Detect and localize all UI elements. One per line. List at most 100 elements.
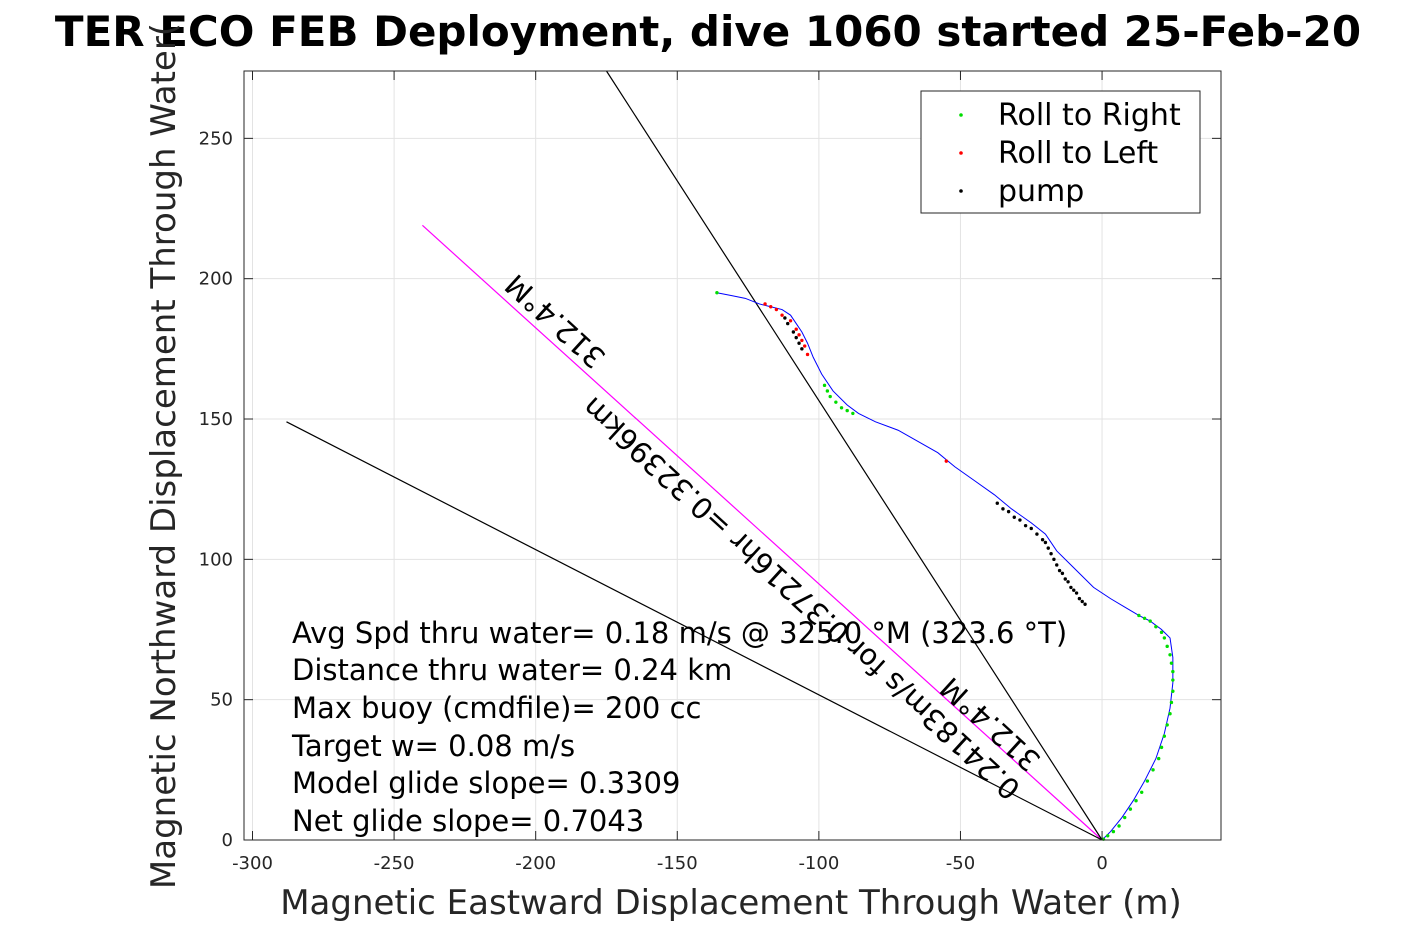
annotation-model-glide: Model glide slope= 0.3309 — [292, 766, 680, 800]
reference-line — [286, 421, 1103, 841]
pump-point — [1072, 588, 1076, 592]
pump-point — [1083, 602, 1087, 606]
roll-right-point — [1165, 723, 1169, 727]
pump-point — [1035, 532, 1039, 536]
roll-right-point — [1168, 712, 1172, 716]
pump-point — [1040, 537, 1045, 542]
roll-left-point — [944, 459, 949, 463]
pump-point — [1069, 585, 1073, 590]
roll-right-point — [1162, 734, 1167, 738]
roll-left-point — [774, 307, 779, 312]
roll-left-point — [797, 333, 801, 337]
roll-right-point — [1123, 815, 1127, 820]
pump-point — [791, 330, 796, 334]
x-axis-label: Magnetic Eastward Displacement Through W… — [280, 883, 1182, 923]
roll-right-point — [1137, 613, 1141, 618]
roll-right-point — [1145, 779, 1150, 783]
y-tick-label: 250 — [199, 128, 233, 149]
roll-left-point — [769, 305, 773, 309]
pump-point — [1063, 577, 1067, 581]
legend: Roll to Right Roll to Left pump — [920, 90, 1201, 214]
pump-point — [1077, 596, 1082, 601]
pump-point — [1052, 557, 1056, 562]
roll-right-point — [1169, 700, 1174, 705]
roll-right-point — [822, 383, 827, 388]
x-tick-label: -300 — [232, 853, 273, 874]
pump-point — [783, 316, 787, 320]
roll-right-point — [825, 389, 830, 393]
reference-line — [605, 70, 1103, 841]
roll-left-point — [788, 319, 793, 323]
roll-right-point — [1111, 829, 1116, 834]
roll-right-point — [715, 291, 719, 295]
roll-left-point — [780, 313, 784, 317]
roll-right-point — [845, 408, 849, 413]
roll-right-point — [1128, 807, 1133, 811]
roll-right-point — [1171, 689, 1175, 693]
annotation-distance: Distance thru water= 0.24 km — [292, 653, 732, 687]
y-tick-label: 100 — [199, 549, 233, 570]
pump-point — [800, 347, 804, 351]
roll-right-point — [1148, 619, 1152, 623]
pump-point — [995, 501, 999, 505]
roll-right-point — [1165, 644, 1169, 649]
roll-right-point — [1171, 669, 1175, 674]
roll-right-point — [851, 411, 855, 416]
pump-point — [794, 335, 798, 340]
legend-label-roll-left: Roll to Left — [998, 136, 1158, 171]
roll-left-point — [803, 344, 807, 348]
reference-lines — [286, 70, 1103, 841]
roll-left-point — [805, 352, 810, 357]
roll-left-point — [800, 338, 804, 343]
y-tick-label: 0 — [222, 830, 233, 851]
roll-right-point — [839, 406, 844, 410]
pump-point — [1055, 563, 1059, 567]
annotation-net-glide: Net glide slope= 0.7043 — [292, 804, 644, 838]
legend-label-pump: pump — [998, 174, 1084, 209]
points — [715, 291, 1175, 841]
pump-point — [1080, 599, 1084, 604]
roll-right-point — [1134, 799, 1138, 803]
y-tick-label: 50 — [210, 690, 233, 711]
roll-right-point — [1106, 834, 1110, 838]
roll-right-point — [1159, 630, 1164, 635]
legend-marker-pump — [959, 189, 963, 193]
plot-frame — [243, 70, 1222, 841]
pump-point — [786, 321, 790, 326]
pump-point — [1006, 509, 1011, 514]
reference-line — [422, 224, 1103, 841]
roll-right-point — [1154, 625, 1158, 629]
roll-right-point — [1171, 678, 1175, 682]
roll-left-point — [763, 302, 767, 306]
annotation-max-buoy: Max buoy (cmdfile)= 200 cc — [292, 691, 701, 725]
pump-point — [1001, 507, 1005, 511]
pump-point — [797, 341, 801, 345]
roll-right-point — [1159, 745, 1164, 750]
ticks: -300 -250 -200 -150 -100 -50 0 0 50 100 150 200 250 — [199, 71, 1221, 874]
pump-point — [1012, 515, 1016, 519]
x-tick-label: -100 — [798, 853, 839, 874]
roll-right-point — [1156, 756, 1161, 761]
legend-marker-roll-right — [959, 113, 963, 117]
pump-point — [1066, 580, 1070, 584]
pump-point — [1023, 523, 1028, 528]
pump-point — [1057, 568, 1062, 573]
x-tick-label: -50 — [946, 853, 975, 874]
x-tick-label: 0 — [1096, 853, 1107, 874]
pump-point — [1049, 552, 1053, 556]
roll-right-point — [1168, 653, 1172, 657]
x-tick-label: -200 — [515, 853, 556, 874]
roll-right-point — [1162, 636, 1167, 640]
roll-right-point — [1140, 790, 1144, 794]
pump-point — [1074, 591, 1079, 595]
y-axis-label: Magnetic Northward Displacement Through … — [144, 23, 184, 889]
pump-point — [1046, 546, 1050, 550]
roll-right-point — [1117, 824, 1121, 828]
chart-title: TER ECO FEB Deployment, dive 1060 starte… — [55, 7, 1361, 56]
y-tick-label: 200 — [199, 269, 233, 290]
legend-marker-roll-left — [959, 151, 963, 155]
annotation-block: Avg Spd thru water= 0.18 m/s @ 325.0 °M … — [291, 616, 1067, 838]
pump-point — [1060, 571, 1065, 576]
roll-right-point — [834, 400, 838, 404]
